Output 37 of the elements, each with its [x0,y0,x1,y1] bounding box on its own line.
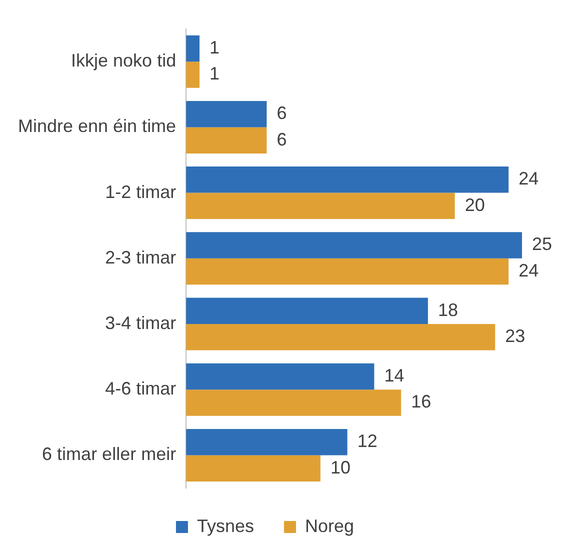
data-label: 23 [505,326,526,346]
data-label: 6 [276,129,287,150]
bar [186,192,455,220]
data-label: 10 [330,457,350,478]
y-tick-label: 6 timar eller meir [42,444,176,464]
bar [186,390,402,416]
bar [186,62,200,88]
y-tick-label: Mindre enn éin time [18,116,176,136]
bar [186,258,509,285]
data-label: 1 [210,37,220,58]
y-tick-label: Ikkje noko tid [71,50,176,71]
data-label: 1 [210,64,220,84]
data-label: 20 [464,194,485,215]
y-tick-label: 1-2 timar [105,182,176,202]
data-label: 24 [518,168,539,189]
data-label: 16 [411,392,432,412]
data-label: 24 [518,260,539,280]
bar [186,127,267,154]
legend-label: Tysnes [196,516,254,536]
bar [186,35,200,62]
bar [186,455,320,482]
bar [186,100,267,128]
bar [186,324,496,350]
bar [186,363,374,390]
data-label: 25 [532,234,552,254]
bar [186,232,522,258]
y-tick-label: 3-4 timar [105,312,176,333]
data-label: 18 [438,300,458,320]
bar [186,428,348,456]
data-label: 14 [384,365,404,386]
bar [186,166,509,193]
data-label: 12 [357,431,378,452]
data-label: 6 [276,103,287,124]
bar [186,298,428,324]
y-tick-label: 2-3 timar [105,247,176,268]
legend-label: Noreg [305,516,354,536]
y-tick-label: 4-6 timar [105,378,176,399]
